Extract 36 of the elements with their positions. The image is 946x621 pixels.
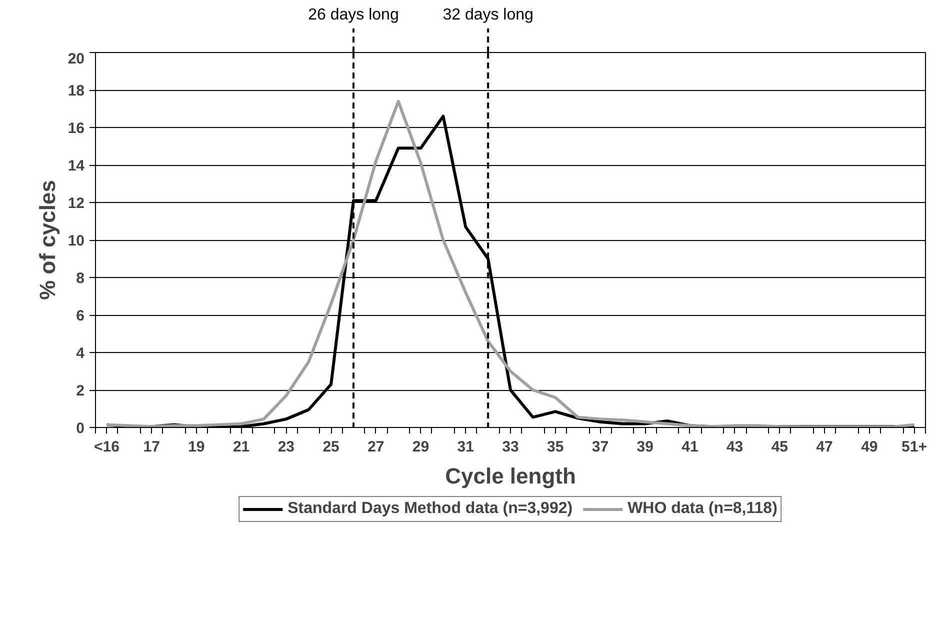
y-tick-label: 18 [68,82,85,100]
y-tick-label: 14 [68,158,86,174]
y-tick-label: 6 [76,308,84,324]
x-tick-label: 43 [726,438,744,456]
y-tick-label: 8 [76,270,84,287]
x-tick-label: 17 [143,438,160,456]
x-tick-label: 21 [232,438,250,456]
x-tick-label: 25 [322,438,340,456]
x-tick-label: 37 [592,438,609,456]
x-tick-label: 27 [368,438,384,456]
y-tick-label: 12 [68,195,85,212]
x-tick-label: 47 [816,438,833,456]
y-axis-title: % of cycles [34,180,60,300]
legend-label: Standard Days Method data (n=3,992) [288,500,573,518]
x-tick-label: 23 [278,438,295,456]
x-tick-label: 45 [771,438,788,456]
ref-line-label: 26 days long [308,6,399,24]
x-tick-label: 35 [547,438,564,456]
y-tick-label: 16 [68,120,85,137]
x-tick-label: 29 [412,438,430,456]
x-tick-label: 39 [636,438,654,456]
legend-label: WHO data (n=8,118) [628,500,778,518]
y-tick-label: 10 [68,232,85,250]
ref-line-label: 32 days long [442,6,534,24]
x-axis-title: Cycle length [445,464,576,488]
x-tick-label: 51+ [902,438,928,456]
x-tick-label: 41 [682,438,698,456]
y-tick-label: 0 [76,420,84,437]
y-tick-label: 20 [68,50,85,68]
x-tick-label: <16 [94,438,120,456]
y-tick-label: 2 [76,382,84,400]
x-tick-label: 19 [188,438,205,456]
x-tick-label: 49 [861,438,878,456]
x-tick-label: 31 [457,438,474,456]
y-tick-label: 4 [76,345,86,362]
x-tick-label: 33 [502,438,519,456]
